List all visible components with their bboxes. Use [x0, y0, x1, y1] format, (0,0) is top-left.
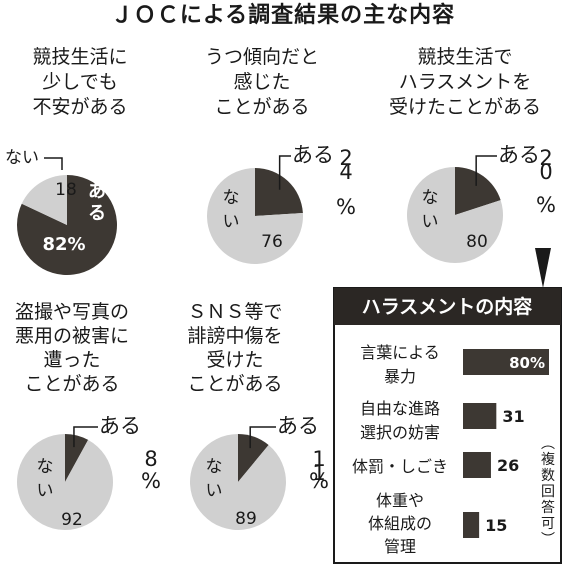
pie-label-no: ない: [37, 457, 54, 501]
bar-chart-frame: [333, 287, 562, 564]
pie-question: 競技生活で: [417, 46, 512, 68]
bar: [463, 512, 480, 538]
pie-slice-yes: [455, 167, 501, 215]
pie-question: 競技生活に: [32, 46, 127, 68]
bar-chart-note: ︵複数回答可︶: [541, 436, 555, 548]
pie-slice-no: [406, 167, 503, 264]
leader-line: [44, 157, 63, 170]
pie-label-yes: ある: [498, 143, 540, 167]
bar-value-label: 26: [497, 456, 519, 475]
pie-label-no: ない: [223, 188, 240, 232]
pie-question: 受けたことがある: [389, 96, 541, 118]
bar-category-label: 体重や: [376, 491, 424, 510]
leader-line: [249, 426, 276, 449]
pie-value-yes: 8: [144, 447, 157, 471]
bar-category-label: 管理: [384, 537, 416, 556]
bar-category-label: 体罰・しごき: [352, 457, 448, 476]
pie-question: 不安がある: [32, 96, 127, 118]
leader-line: [73, 426, 98, 448]
leader-line: [475, 155, 497, 186]
pie-question: 受けた: [206, 349, 263, 371]
bar-category-label: 暴力: [384, 367, 416, 386]
bar-chart-title: ハラスメントの内容: [362, 295, 533, 318]
pie-percent-sign: %: [141, 469, 161, 493]
pie-label-yes: ある: [277, 414, 319, 438]
pie-value-no: 89: [235, 509, 257, 529]
pie-label-no: ない: [422, 188, 439, 232]
pie-label-yes: ある: [88, 181, 106, 224]
pie-slice-no: [207, 168, 303, 264]
pie-question: ことがある: [24, 373, 119, 395]
bar-category-label: 体組成の: [368, 514, 432, 533]
pie-value-no: 76: [261, 232, 283, 252]
pie-percent-sign: %: [336, 195, 356, 219]
pie-slice-yes: [65, 434, 89, 482]
pie-question: ことがある: [187, 373, 282, 395]
pie-question: 遭った: [43, 349, 100, 371]
pie-question: 誹謗中傷を: [187, 325, 282, 347]
bar: [463, 349, 549, 375]
pie-question: 悪用の被害に: [15, 325, 129, 347]
pie-question: 少しでも: [42, 71, 117, 93]
pie-slice-no: [16, 434, 113, 531]
pie-question: ＳＮＳ等で: [187, 301, 282, 323]
pie-slice-no: [21, 175, 67, 225]
pie-label-yes: ある: [99, 414, 141, 438]
pie-label-no: ない: [206, 457, 223, 501]
pie-value-no: 18: [55, 180, 77, 200]
bar-category-label: 選択の妨害: [360, 423, 440, 442]
pie-label-no: ない: [5, 148, 39, 168]
pie-value-no: 92: [61, 510, 83, 530]
pie-slice-yes: [238, 434, 269, 482]
pie-value-yes: 82%: [42, 234, 85, 255]
bar: [463, 403, 497, 429]
callout-pointer: [535, 248, 551, 288]
bar-category-label: 自由な進路: [360, 399, 440, 418]
bar-value-label: 15: [485, 516, 507, 535]
pie-slice-yes: [255, 168, 303, 216]
pie-question: うつ傾向だと: [205, 46, 319, 68]
chart-title: ＪＯＣによる調査結果の主な内容: [111, 2, 455, 28]
bar: [463, 452, 491, 478]
pie-question: 盗撮や写真の: [15, 301, 129, 323]
pie-percent-sign: %: [536, 193, 556, 217]
pie-question: ハラスメントを: [399, 71, 532, 93]
leader-line: [278, 155, 291, 190]
bar-value-label: 80%: [509, 354, 545, 372]
bar-chart-header: [334, 288, 561, 325]
pie-question: 感じた: [233, 71, 290, 93]
pie-percent-sign: %: [309, 469, 329, 493]
pie-label-yes: ある: [292, 143, 334, 167]
bar-category-label: 言葉による: [360, 343, 440, 362]
bar-value-label: 31: [502, 407, 524, 426]
pie-slice-no: [190, 434, 286, 530]
pie-value-no: 80: [466, 232, 488, 252]
pie-question: ことがある: [214, 96, 309, 118]
